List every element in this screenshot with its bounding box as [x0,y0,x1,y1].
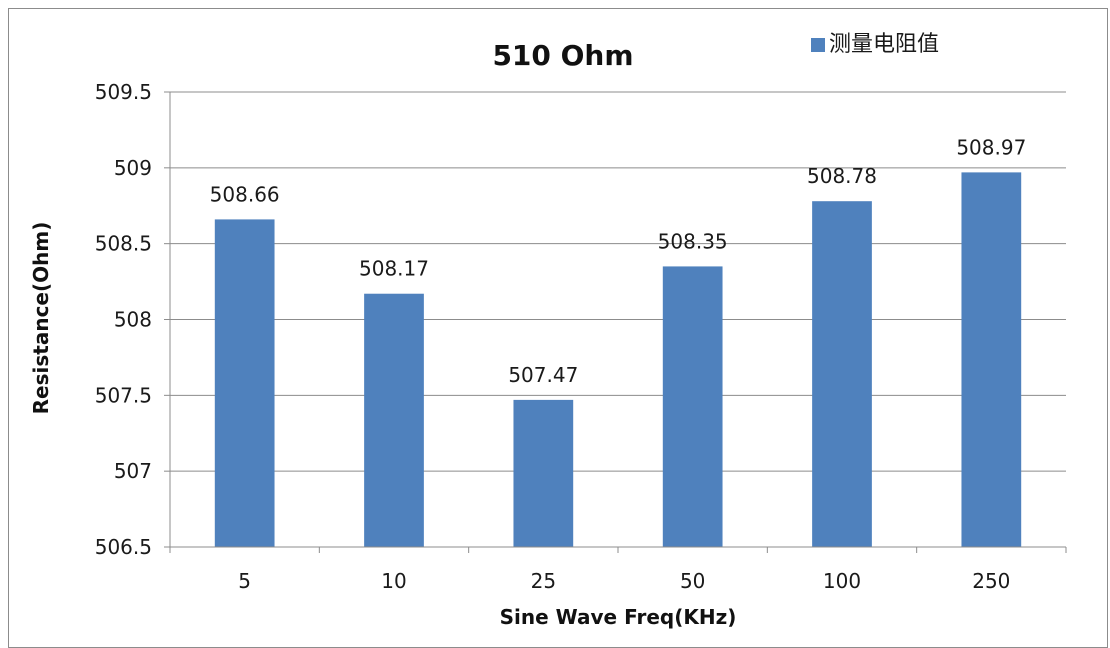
data-label: 508.78 [807,164,877,188]
y-tick-label: 507 [114,459,152,483]
y-tick-label: 508 [114,308,152,332]
legend-label: 测量电阻值 [829,32,939,57]
bar [812,201,872,547]
chart-title: 510 Ohm [492,39,633,72]
bar [214,219,275,547]
bar [662,266,723,547]
bar-chart: 506.5 507 507.5 508 508.5 509 509.5 508.66 5 508.… [29,32,1067,629]
y-tick-label: 509 [114,156,152,180]
bar [961,172,1022,547]
y-tick-label: 506.5 [95,535,152,559]
x-tick-label: 25 [531,569,556,593]
x-axis-title: Sine Wave Freq(KHz) [500,605,737,629]
y-axis-title: Resistance(Ohm) [29,222,53,415]
legend-swatch [811,38,825,52]
data-label: 508.97 [956,135,1026,159]
x-tick-label: 100 [823,569,861,593]
x-tick-label: 10 [381,569,406,593]
x-tick-label: 250 [972,569,1010,593]
legend: 测量电阻值 [811,32,939,57]
labels: 506.5 507 507.5 508 508.5 509 509.5 508.66 5 508.… [95,80,1027,593]
gridlines [170,91,1066,472]
bar [513,399,574,547]
y-tick-label: 507.5 [95,383,152,407]
axes [164,91,1067,553]
data-label: 508.17 [359,257,429,281]
y-tick-label: 508.5 [95,232,152,256]
data-label: 507.47 [508,363,578,387]
x-tick-label: 50 [680,569,705,593]
data-label: 508.66 [210,182,280,206]
data-label: 508.35 [658,229,728,253]
bar [364,293,424,547]
x-tick-label: 5 [238,569,251,593]
bars [214,172,1022,547]
y-tick-label: 509.5 [95,80,152,104]
